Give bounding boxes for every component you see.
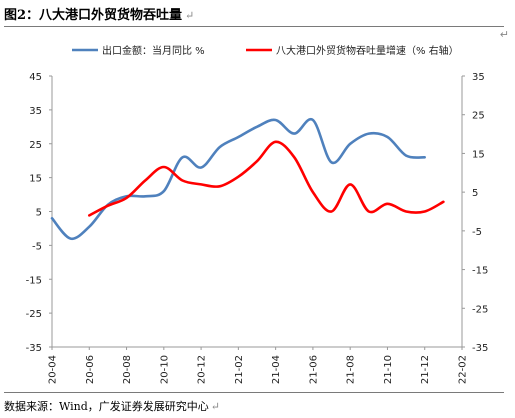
left-axis-tick-label: 15 [29,174,42,185]
return-mark-icon: ↵ [499,28,509,41]
chart-axes: 45 35 25 15 5 -5 -15 -25 -35 35 25 15 5 -5 -15 -25 -35 20… [26,72,489,384]
right-axis-tick-label: -15 [472,266,488,277]
legend-entry-label: 八大港口外贸货物吞吐量增速（% 右轴） [276,44,459,57]
left-axis-tick-label: 35 [29,106,42,117]
left-axis-tick-label: 45 [29,72,42,83]
x-axis-tick-label: 20-04 [48,355,59,384]
x-axis-tick-label: 21-02 [234,355,245,384]
left-axis-tick-label: 5 [36,208,42,219]
source-text: 数据来源：Wind，广发证券发展研究中心 [4,400,209,413]
figure-title: 图2：八大港口外贸货物吞吐量 ↵ [4,4,194,23]
port-throughput-line [88,140,445,217]
left-axis-tick-label: 25 [29,140,42,151]
right-axis-tick-label: -35 [472,343,488,354]
legend-entry-label: 出口金额：当月同比 % [102,44,205,57]
left-axis-tick-label: -25 [26,309,42,320]
right-axis-tick-label: 35 [472,72,485,83]
chart-legend: 出口金额：当月同比 % 八大港口外贸货物吞吐量增速（% 右轴） [72,44,459,57]
return-mark-icon: ↵ [185,9,195,22]
return-mark-icon: ↵ [210,400,220,413]
x-axis-tick-label: 21-06 [308,355,319,384]
x-axis-tick-label: 20-08 [122,355,133,384]
chart-series [50,117,445,241]
x-axis-tick-label: 21-04 [271,355,282,384]
x-axis-tick-label: 20-12 [197,355,208,384]
right-axis-tick-label: 25 [472,111,485,122]
left-axis-tick-label: -5 [32,241,42,252]
source-note: 数据来源：Wind，广发证券发展研究中心 ↵ [4,398,220,414]
x-axis-tick-label: 21-08 [346,355,357,384]
x-axis-tick-label: 20-10 [159,355,170,384]
left-axis-tick-label: -35 [26,343,42,354]
right-axis-tick-label: 15 [472,149,485,160]
right-axis-tick-label: 5 [472,188,478,199]
x-axis-tick-label: 21-10 [383,355,394,384]
right-axis-tick-label: -5 [472,227,482,238]
title-divider [4,26,504,27]
source-divider [4,392,504,393]
x-axis-tick-label: 20-06 [85,355,96,384]
export-yoy-line [50,117,426,241]
left-axis-tick-label: -15 [26,275,42,286]
x-axis-tick-label: 22-02 [458,355,469,384]
right-axis-tick-label: -25 [472,304,488,315]
figure-title-text: 图2：八大港口外贸货物吞吐量 [4,8,183,23]
x-axis-tick-label: 21-12 [420,355,431,384]
